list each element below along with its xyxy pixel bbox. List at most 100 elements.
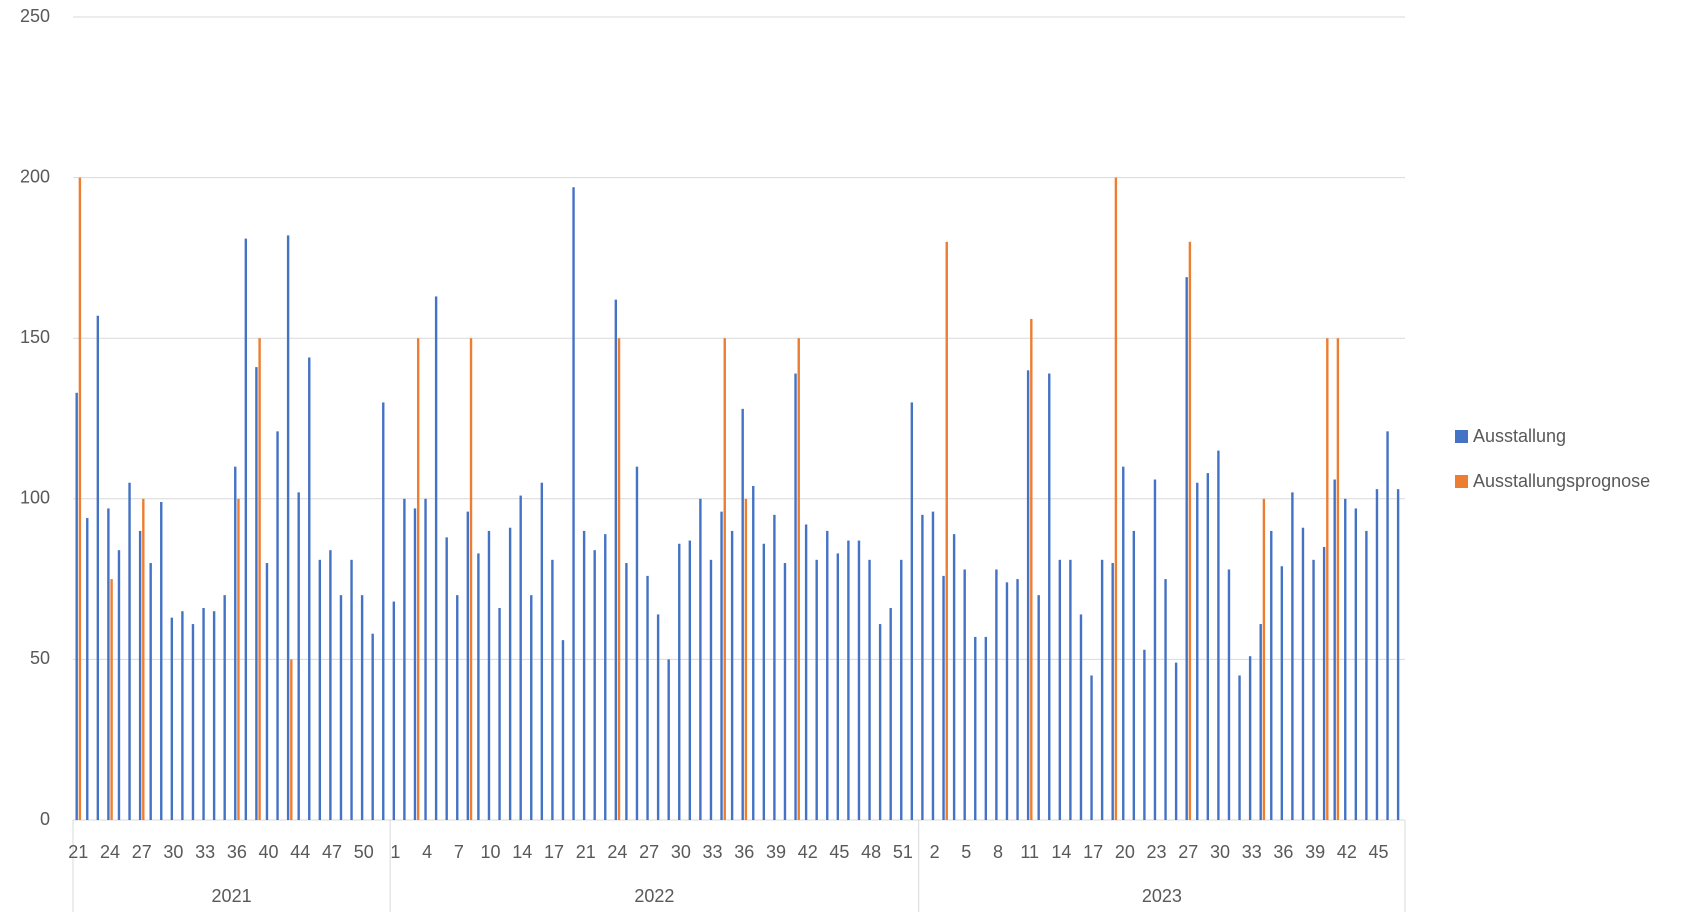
bar: [1206, 473, 1210, 820]
bar: [128, 482, 131, 820]
bar: [572, 187, 575, 821]
x-tick-label: 39: [1305, 842, 1325, 862]
bar: [836, 553, 840, 820]
bar: [1111, 563, 1114, 820]
bar: [508, 527, 512, 820]
bar: [931, 511, 935, 820]
x-tick-label: 7: [454, 842, 464, 862]
bar: [1291, 492, 1294, 820]
bar: [75, 392, 78, 820]
bar: [297, 492, 300, 820]
bar: [1132, 530, 1136, 820]
y-tick-label: 200: [20, 166, 50, 186]
bar: [667, 659, 670, 820]
bar: [1026, 370, 1030, 820]
bar: [1326, 338, 1329, 820]
bar: [308, 357, 311, 820]
bar: [265, 563, 269, 820]
x-tick-label: 27: [639, 842, 659, 862]
x-tick-label: 36: [1273, 842, 1293, 862]
x-tick-label: 5: [961, 842, 971, 862]
bar: [794, 373, 797, 820]
bar: [1375, 489, 1379, 820]
bar: [1262, 498, 1266, 820]
bar: [604, 534, 607, 820]
bar: [744, 498, 748, 820]
group-label: 2022: [634, 886, 674, 906]
bar: [276, 431, 279, 820]
x-tick-label: 42: [1337, 842, 1357, 862]
x-tick-label: 17: [544, 842, 564, 862]
bar: [360, 595, 364, 820]
bar: [1079, 614, 1083, 820]
bar: [720, 511, 723, 820]
bar: [149, 563, 152, 820]
bar: [730, 530, 734, 820]
bar: [1185, 277, 1188, 820]
y-tick-label: 100: [20, 488, 50, 508]
bar: [1048, 373, 1051, 820]
bar: [445, 537, 448, 820]
bar: [142, 498, 145, 820]
bar: [1259, 624, 1262, 820]
bar: [783, 563, 787, 820]
bar: [617, 338, 621, 820]
x-tick-label: 30: [671, 842, 691, 862]
bar: [540, 482, 544, 820]
bar: [78, 177, 82, 821]
bar: [723, 338, 726, 820]
bar: [1336, 338, 1340, 820]
x-tick-label: 27: [1178, 842, 1198, 862]
bar: [181, 611, 184, 820]
bar: [1365, 530, 1368, 820]
y-tick-label: 150: [20, 327, 50, 347]
bar: [1069, 559, 1072, 820]
bar: [963, 569, 966, 820]
bar: [234, 466, 237, 820]
bar: [1005, 582, 1009, 820]
bar: [561, 640, 565, 820]
x-tick-label: 51: [893, 842, 913, 862]
bar: [868, 559, 871, 820]
group-label: 2021: [212, 886, 252, 906]
bar: [762, 543, 766, 820]
y-tick-label: 250: [20, 6, 50, 26]
bar: [815, 559, 818, 820]
bar: [466, 511, 470, 820]
bar: [170, 617, 174, 820]
y-tick-label: 0: [40, 809, 50, 829]
y-tick-label: 50: [30, 648, 50, 668]
x-tick-label: 33: [195, 842, 215, 862]
bar: [1248, 656, 1252, 820]
x-tick-label: 50: [354, 842, 374, 862]
x-tick-label: 33: [1242, 842, 1262, 862]
bar: [741, 408, 744, 820]
bar: [477, 553, 480, 820]
bar: [974, 636, 977, 820]
bar: [519, 495, 522, 820]
x-tick-label: 17: [1083, 842, 1103, 862]
bar: [900, 559, 903, 820]
bar: [1396, 489, 1400, 820]
bar: [1333, 479, 1336, 820]
bar: [921, 514, 924, 820]
x-tick-label: 21: [576, 842, 596, 862]
bar: [826, 530, 829, 820]
bar: [86, 518, 89, 820]
bar: [469, 338, 473, 820]
x-tick-label: 23: [1147, 842, 1167, 862]
bar: [392, 601, 396, 820]
legend-label: Ausstallungsprognose: [1473, 471, 1650, 491]
x-tick-label: 30: [163, 842, 183, 862]
bar: [646, 575, 649, 820]
x-tick-label: 20: [1115, 842, 1135, 862]
bar: [635, 466, 639, 820]
bar: [1016, 579, 1019, 820]
bar: [403, 498, 406, 820]
bar: [1122, 466, 1125, 820]
bar: [160, 502, 163, 820]
bar: [551, 559, 554, 820]
x-tick-label: 45: [1369, 842, 1389, 862]
bar: [237, 498, 240, 820]
